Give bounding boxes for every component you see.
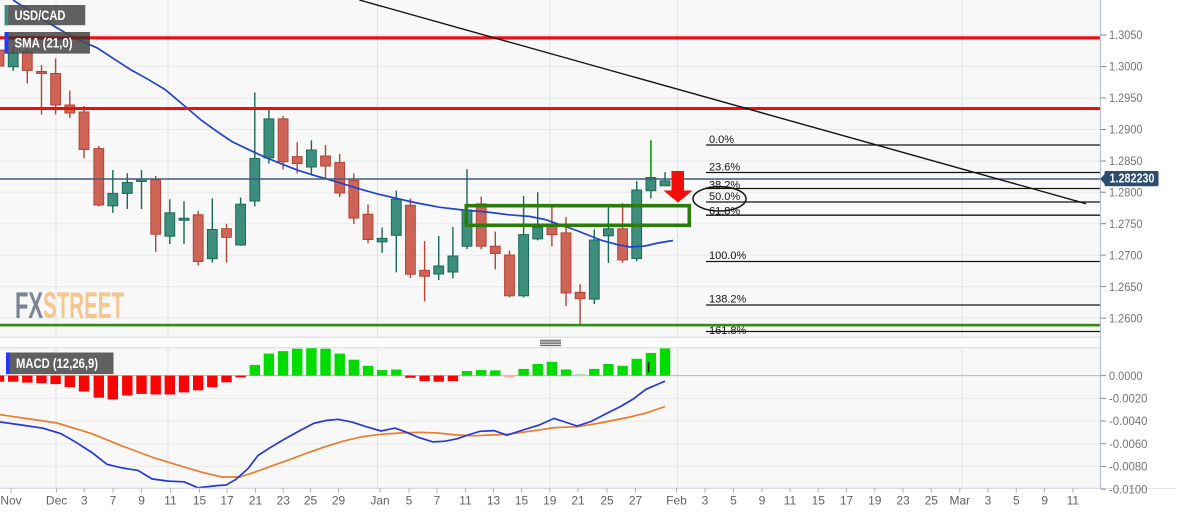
svg-text:1.2650: 1.2650	[1109, 280, 1143, 294]
svg-text:1.282230: 1.282230	[1110, 172, 1155, 186]
svg-text:Mar: Mar	[949, 494, 970, 508]
svg-text:STREET: STREET	[43, 285, 124, 326]
svg-text:-0.0100: -0.0100	[1109, 482, 1148, 496]
svg-text:1.2600: 1.2600	[1109, 311, 1143, 325]
svg-text:3: 3	[985, 494, 992, 508]
svg-text:17: 17	[220, 494, 234, 508]
svg-text:29: 29	[332, 494, 346, 508]
svg-text:1.3050: 1.3050	[1109, 28, 1143, 42]
svg-text:MACD (12,26,9): MACD (12,26,9)	[16, 356, 98, 371]
svg-text:7: 7	[434, 494, 441, 508]
svg-text:Feb: Feb	[666, 494, 687, 508]
svg-text:15: 15	[812, 494, 826, 508]
svg-text:21: 21	[249, 494, 263, 508]
svg-text:50.0%: 50.0%	[709, 191, 740, 203]
svg-text:-0.0020: -0.0020	[1109, 392, 1148, 406]
svg-text:138.2%: 138.2%	[709, 294, 747, 306]
svg-text:1.2850: 1.2850	[1109, 154, 1143, 168]
svg-text:11: 11	[1067, 494, 1080, 508]
svg-text:9: 9	[759, 494, 766, 508]
svg-text:0.0000: 0.0000	[1109, 369, 1143, 383]
svg-text:100.0%: 100.0%	[709, 250, 747, 262]
svg-text:3: 3	[702, 494, 709, 508]
svg-text:9: 9	[1041, 494, 1048, 508]
svg-text:7: 7	[110, 494, 117, 508]
svg-text:17: 17	[840, 494, 854, 508]
svg-text:-0.0080: -0.0080	[1109, 460, 1148, 474]
svg-text:15: 15	[515, 494, 529, 508]
svg-text:5: 5	[1013, 494, 1020, 508]
svg-text:9: 9	[138, 494, 145, 508]
svg-text:27: 27	[629, 494, 643, 508]
svg-text:11: 11	[459, 494, 472, 508]
svg-text:USD/CAD: USD/CAD	[15, 8, 66, 23]
svg-text:13: 13	[487, 494, 501, 508]
svg-text:19: 19	[543, 494, 557, 508]
svg-text:161.8%: 161.8%	[709, 325, 747, 337]
svg-text:1.3000: 1.3000	[1109, 60, 1143, 74]
svg-text:FX: FX	[15, 285, 43, 326]
svg-text:1.2900: 1.2900	[1109, 123, 1143, 137]
svg-text:19: 19	[868, 494, 882, 508]
svg-text:25: 25	[600, 494, 614, 508]
svg-text:1.2750: 1.2750	[1109, 217, 1143, 231]
svg-text:-0.0060: -0.0060	[1109, 437, 1148, 451]
svg-text:Dec: Dec	[46, 494, 67, 508]
svg-text:5: 5	[406, 494, 413, 508]
svg-text:1.2700: 1.2700	[1109, 248, 1143, 262]
svg-text:21: 21	[571, 494, 585, 508]
svg-text:11: 11	[784, 494, 797, 508]
svg-text:25: 25	[304, 494, 318, 508]
svg-text:23.6%: 23.6%	[709, 161, 740, 173]
svg-text:1.2950: 1.2950	[1109, 91, 1143, 105]
svg-text:Nov: Nov	[0, 494, 21, 508]
svg-text:15: 15	[193, 494, 207, 508]
svg-text:-0.0040: -0.0040	[1109, 414, 1148, 428]
svg-text:23: 23	[277, 494, 291, 508]
svg-text:SMA (21,0): SMA (21,0)	[15, 36, 73, 51]
svg-text:25: 25	[925, 494, 939, 508]
svg-text:11: 11	[164, 494, 177, 508]
svg-text:3: 3	[81, 494, 88, 508]
svg-text:23: 23	[896, 494, 910, 508]
svg-text:1.2800: 1.2800	[1109, 185, 1143, 199]
svg-text:0.0%: 0.0%	[709, 134, 734, 146]
svg-text:5: 5	[730, 494, 737, 508]
svg-text:Jan: Jan	[370, 494, 389, 508]
